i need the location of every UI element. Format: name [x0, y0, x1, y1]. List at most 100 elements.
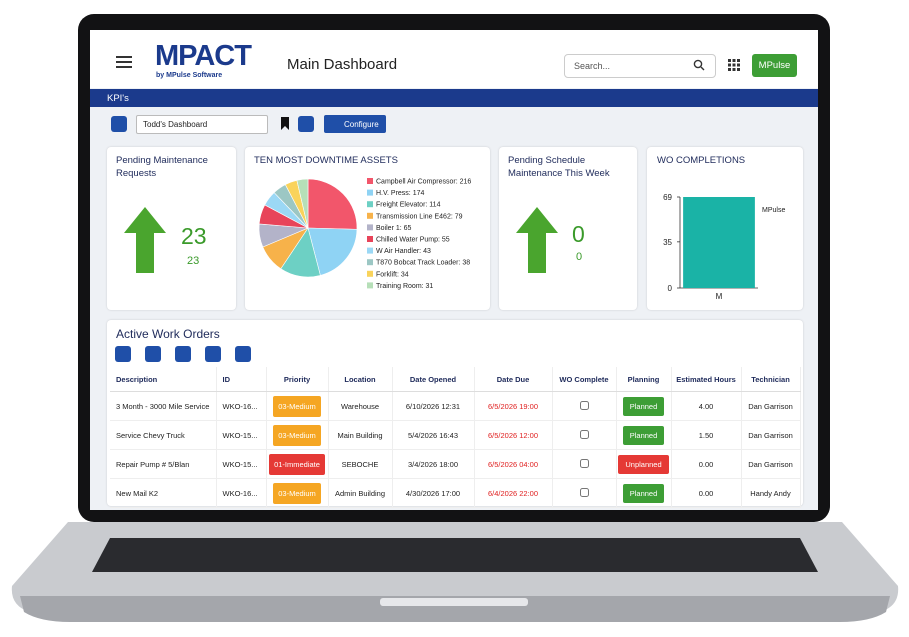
logo: MPACT: [155, 40, 252, 72]
checkbox[interactable]: [579, 487, 589, 497]
menu-icon[interactable]: [115, 55, 133, 69]
column-header: Estimated Hours: [671, 367, 742, 392]
table-cell: 03-Medium: [266, 420, 329, 450]
column-header: Date Opened: [392, 367, 475, 392]
table-cell: 6/5/2026 19:00: [474, 391, 553, 421]
planning-badge: Unplanned: [618, 454, 669, 474]
laptop-edge: [20, 596, 890, 622]
view-button[interactable]: [175, 346, 191, 362]
history-button[interactable]: [235, 346, 251, 362]
configure-label: Configure: [344, 120, 379, 129]
table-cell: 03-Medium: [266, 478, 329, 508]
table-cell: SEBOCHE: [328, 449, 393, 479]
priority-badge: 03-Medium: [273, 482, 321, 504]
checkbox[interactable]: [579, 400, 589, 410]
user-button[interactable]: MPulse: [752, 54, 797, 77]
kpi-title: KPI's: [107, 93, 129, 104]
table-cell: [552, 391, 617, 421]
search-box[interactable]: [564, 54, 716, 78]
kpi-sub-value: 0: [576, 251, 583, 263]
table-cell: 6/4/2026 22:00: [474, 478, 553, 508]
widget-title: WO COMPLETIONS: [657, 155, 746, 166]
trackpad-notch: [380, 598, 528, 606]
table-cell: 4.00: [671, 391, 742, 421]
priority-badge: 03-Medium: [273, 395, 321, 417]
export-button[interactable]: [205, 346, 221, 362]
table-cell: New Mail K2: [110, 478, 217, 508]
widget-title: TEN MOST DOWNTIME ASSETS: [254, 155, 398, 166]
kpi-bar: [90, 89, 818, 107]
table-cell: Planned: [616, 478, 672, 508]
table-cell: 6/5/2026 04:00: [474, 449, 553, 479]
table-cell: WKO-16...: [216, 478, 267, 508]
table-row: Service Chevy Truck WKO-15... 03-Medium Mai…: [110, 420, 801, 450]
edit-button[interactable]: [145, 346, 161, 362]
table-cell: 4/30/2026 17:00: [392, 478, 475, 508]
list-button[interactable]: [111, 116, 127, 132]
dashboard-select[interactable]: [136, 115, 268, 134]
table-cell: Handy Andy: [741, 478, 801, 508]
table-cell: 1.50: [671, 420, 742, 450]
kpi-sub-value: 23: [187, 255, 200, 267]
widget-title: Pending Maintenance Requests: [116, 155, 208, 179]
page-title: Main Dashboard: [287, 56, 398, 73]
work-orders-title: Active Work Orders: [116, 327, 220, 341]
table-cell: [552, 478, 617, 508]
logo-sub: by MPulse Software: [156, 72, 223, 79]
keyboard: [92, 538, 818, 572]
filter-button[interactable]: [298, 116, 314, 132]
dashboard-select-text: Todd's Dashboard: [143, 120, 208, 129]
table-cell: 0.00: [671, 449, 742, 479]
table-cell: WKO-15...: [216, 420, 267, 450]
table-cell: [552, 420, 617, 450]
table-cell: WKO-16...: [216, 391, 267, 421]
column-header: Location: [328, 367, 393, 392]
work-orders-table: Description ID Priority Location Date Opened…: [110, 367, 801, 508]
table-cell: 5/4/2026 16:43: [392, 420, 475, 450]
table-cell: WKO-15...: [216, 449, 267, 479]
column-header: Description: [110, 367, 217, 392]
kpi-value: 23: [181, 223, 207, 249]
priority-badge: 01-Immediate: [269, 453, 325, 475]
table-row: Repair Pump # 5/Blan WKO-15... 01-Immediat…: [110, 449, 801, 479]
table-cell: 3/4/2026 18:00: [392, 449, 475, 479]
table-cell: Warehouse: [328, 391, 393, 421]
table-cell: [552, 449, 617, 479]
table-cell: Admin Building: [328, 478, 393, 508]
table-cell: Planned: [616, 391, 672, 421]
table-cell: Main Building: [328, 420, 393, 450]
table-cell: Dan Garrison: [741, 420, 801, 450]
widget: [245, 147, 490, 310]
table-cell: 6/5/2026 12:00: [474, 420, 553, 450]
column-header: Priority: [266, 367, 329, 392]
checkbox[interactable]: [579, 429, 589, 439]
priority-badge: 03-Medium: [273, 424, 321, 446]
table-cell: 0.00: [671, 478, 742, 508]
column-header: Technician: [741, 367, 801, 392]
column-header: Date Due: [474, 367, 553, 392]
table-row: New Mail K2 WKO-16... 03-Medium Admin Build…: [110, 478, 801, 508]
apps-icon[interactable]: [728, 59, 740, 71]
widget-title: Pending Schedule Maintenance This Week: [508, 155, 610, 179]
table-cell: Repair Pump # 5/Blan: [110, 449, 217, 479]
up-arrow: [516, 207, 558, 273]
table-row: 3 Month - 3000 Mile Service WKO-16... 03-M…: [110, 391, 801, 421]
table-cell: Dan Garrison: [741, 391, 801, 421]
checkbox[interactable]: [579, 458, 589, 468]
widget: [647, 147, 803, 310]
table-cell: Dan Garrison: [741, 449, 801, 479]
bookmark-icon[interactable]: [280, 117, 290, 130]
search-icon[interactable]: [693, 59, 705, 71]
table-cell: Planned: [616, 420, 672, 450]
add-button[interactable]: [115, 346, 131, 362]
column-header: WO Complete: [552, 367, 617, 392]
table-cell: 01-Immediate: [266, 449, 329, 479]
configure-button[interactable]: [324, 115, 386, 133]
column-header: Planning: [616, 367, 672, 392]
planning-badge: Planned: [622, 425, 665, 445]
table-cell: 3 Month - 3000 Mile Service: [110, 391, 217, 421]
column-header: ID: [216, 367, 267, 392]
table-cell: 6/10/2026 12:31: [392, 391, 475, 421]
up-arrow: [124, 207, 166, 273]
